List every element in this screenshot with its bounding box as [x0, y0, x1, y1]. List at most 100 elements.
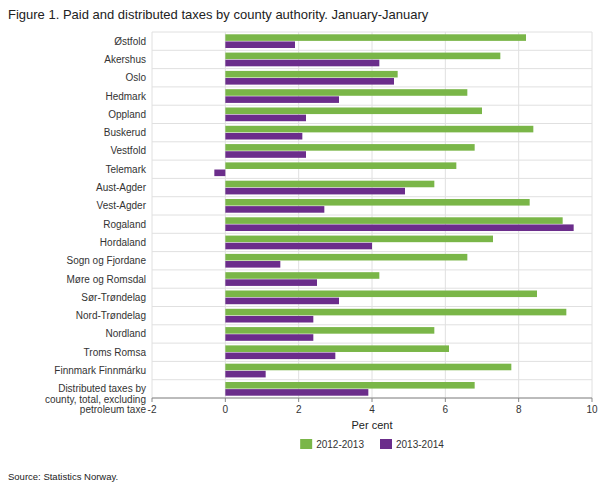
tick-label: 0 — [223, 404, 229, 415]
bars — [214, 34, 573, 395]
category-label-line: Finnmark Finnmárku — [54, 365, 146, 376]
category-label: Troms Romsa — [84, 347, 147, 358]
bar — [225, 115, 306, 122]
bar — [225, 236, 493, 243]
row-separator — [152, 68, 592, 69]
category-label-line: petroleum taxe — [80, 404, 147, 415]
category-label-line: Akershus — [104, 54, 146, 65]
category-label-line: Vest-Agder — [97, 200, 147, 211]
category-label-line: Sogn og Fjordane — [66, 255, 146, 266]
bar — [225, 243, 372, 250]
row-separator — [152, 361, 592, 362]
bar — [225, 206, 324, 213]
category-label: Vestfold — [110, 145, 146, 156]
bar — [225, 389, 368, 396]
bar — [225, 298, 339, 305]
bar — [225, 144, 474, 151]
bar — [225, 371, 265, 378]
row-separator — [152, 86, 592, 87]
bar — [225, 382, 474, 389]
row-separator — [152, 379, 592, 380]
tick-label: 8 — [516, 404, 522, 415]
category-label: Akershus — [104, 54, 146, 65]
row-separator — [152, 105, 592, 106]
row-separator — [152, 324, 592, 325]
row-separator — [152, 141, 592, 142]
bar — [225, 316, 313, 323]
tick — [592, 398, 593, 402]
category-label-line: Oppland — [108, 109, 146, 120]
tick — [152, 398, 153, 402]
bar — [225, 162, 456, 169]
bar — [225, 327, 434, 334]
category-label-line: Nordland — [105, 328, 146, 339]
bar — [225, 309, 566, 316]
legend-label: 2013-2014 — [396, 439, 444, 450]
category-label-line: Oslo — [125, 72, 146, 83]
category-label: Sør-Trøndelag — [81, 292, 146, 303]
annotation: Source: Statistics Norway. — [8, 471, 118, 482]
category-label-line: Nord-Trøndelag — [76, 310, 146, 321]
row-separator — [152, 32, 592, 33]
category-label: Rogaland — [103, 219, 146, 230]
bar — [225, 78, 394, 85]
category-label-line: Sør-Trøndelag — [81, 292, 146, 303]
category-label: Møre og Romsdal — [67, 274, 146, 285]
category-label-line: county, total, excluding — [45, 394, 146, 405]
category-label-line: Rogaland — [103, 219, 146, 230]
tick — [298, 398, 299, 402]
bar — [225, 133, 302, 140]
category-label: Nordland — [105, 328, 146, 339]
row-separator — [152, 251, 592, 252]
category-label: Finnmark Finnmárku — [54, 365, 146, 376]
bar — [225, 364, 511, 371]
tick-label: -2 — [148, 404, 157, 415]
chart: Figure 1. Paid and distributed taxes by … — [0, 0, 610, 488]
row-separator — [152, 160, 592, 161]
bar — [225, 34, 526, 41]
bar — [225, 107, 482, 114]
tick — [445, 398, 446, 402]
row-separator — [152, 288, 592, 289]
bar — [225, 71, 397, 78]
legend-label: 2012-2013 — [316, 439, 364, 450]
bar — [225, 151, 306, 158]
category-label-line: Hedmark — [105, 91, 147, 102]
row-separator — [152, 178, 592, 179]
bar — [225, 60, 379, 67]
bar — [225, 181, 434, 188]
tick — [518, 398, 519, 402]
legend-swatch — [300, 439, 312, 449]
row-separator — [152, 343, 592, 344]
bar — [225, 217, 562, 224]
legend: 2012-2013 2013-2014 — [300, 439, 444, 450]
bar — [225, 199, 529, 206]
category-label: Hordaland — [100, 237, 146, 248]
category-label: Distributed taxes bycounty, total, exclu… — [45, 383, 146, 415]
category-label-line: Vestfold — [110, 145, 146, 156]
row-separator — [152, 306, 592, 307]
bar — [225, 41, 295, 48]
bar — [225, 334, 313, 341]
tick-label: 6 — [443, 404, 449, 415]
axis-label: Per cent — [352, 419, 393, 431]
legend-swatch — [380, 439, 392, 449]
bar — [225, 279, 317, 286]
bar — [225, 53, 500, 60]
bar — [225, 96, 339, 103]
bar — [225, 126, 533, 133]
category-label: Oppland — [108, 109, 146, 120]
category-label: Østfold — [114, 36, 146, 47]
category-label: Vest-Agder — [97, 200, 147, 211]
bar — [225, 261, 280, 268]
category-label: Aust-Agder — [96, 182, 147, 193]
tick-label: 2 — [296, 404, 302, 415]
category-label: Nord-Trøndelag — [76, 310, 146, 321]
tick — [372, 398, 373, 402]
bar — [214, 170, 225, 177]
category-label-line: Troms Romsa — [84, 347, 147, 358]
tick-label: 10 — [586, 404, 598, 415]
category-label-line: Telemark — [105, 164, 147, 175]
row-separator — [152, 123, 592, 124]
bar — [225, 290, 537, 297]
